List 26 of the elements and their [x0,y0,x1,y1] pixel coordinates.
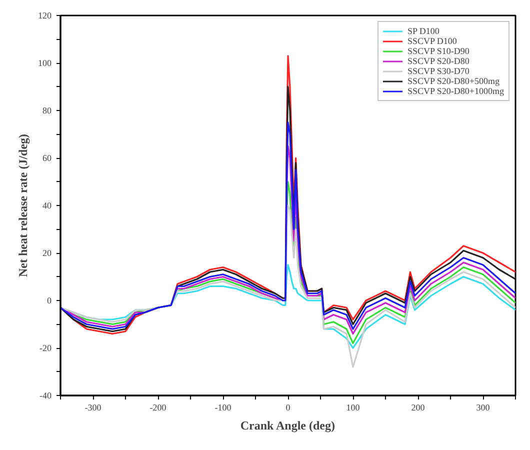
legend-label: SSCVP S20-D80+1000mg [407,86,504,96]
y-tick-label: 20 [42,248,52,258]
x-axis-title: Crank Angle (deg) [240,418,336,432]
x-tick-label: 300 [476,402,490,412]
legend-label: SSCVP D100 [407,36,457,46]
legend-label: SSCVP S30-D70 [407,66,470,76]
y-tick-label: -20 [40,343,52,353]
y-tick-label: 40 [42,200,52,210]
legend-label: SSCVP S20-D80+500mg [407,76,500,86]
legend-label: SSCVP S20-D80 [407,56,470,66]
x-tick-label: 100 [346,402,360,412]
y-tick-label: -40 [40,390,52,400]
x-tick-label: 0 [286,402,291,412]
y-tick-label: 80 [42,106,52,116]
x-tick-label: -200 [150,402,167,412]
legend-label: SP D100 [407,26,440,36]
y-tick-label: 0 [47,296,52,306]
x-tick-label: -100 [214,402,232,412]
legend-label: SSCVP S10-D90 [407,46,470,56]
y-tick-label: 120 [38,10,52,20]
y-axis-title: Net heat release rate (J/deg) [16,134,30,278]
x-tick-label: 200 [411,402,426,412]
y-tick-label: 100 [38,58,52,68]
x-tick-label: -300 [84,402,102,412]
y-tick-label: 60 [42,153,52,163]
line-series [60,204,516,368]
